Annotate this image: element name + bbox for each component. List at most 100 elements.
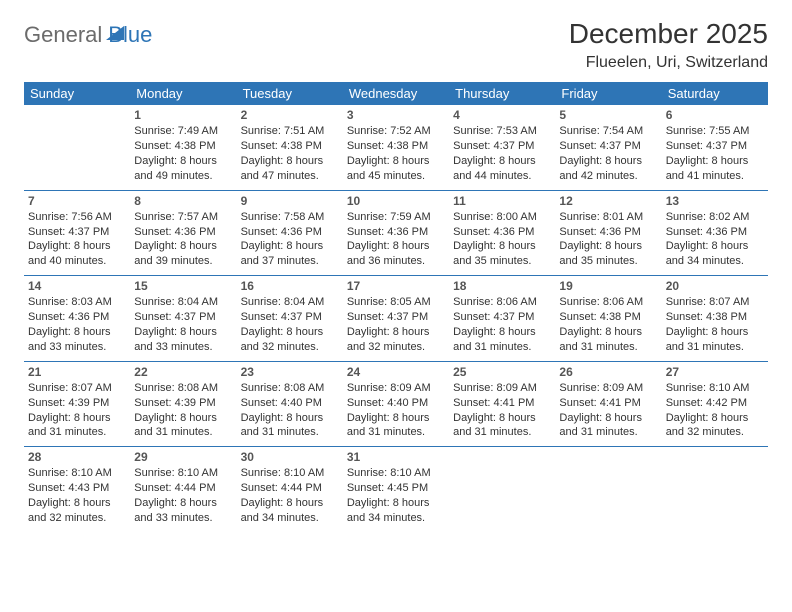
daylight-line: Daylight: 8 hours and 39 minutes.	[134, 239, 232, 269]
sunset-line: Sunset: 4:37 PM	[347, 310, 445, 325]
day-info: Sunrise: 8:08 AMSunset: 4:39 PMDaylight:…	[134, 381, 232, 440]
sunset-line: Sunset: 4:38 PM	[666, 310, 764, 325]
day-info: Sunrise: 8:10 AMSunset: 4:42 PMDaylight:…	[666, 381, 764, 440]
day-number: 23	[241, 364, 339, 380]
daylight-line: Daylight: 8 hours and 40 minutes.	[28, 239, 126, 269]
calendar-cell: 13Sunrise: 8:02 AMSunset: 4:36 PMDayligh…	[662, 190, 768, 276]
calendar-cell: 27Sunrise: 8:10 AMSunset: 4:42 PMDayligh…	[662, 361, 768, 447]
sunset-line: Sunset: 4:41 PM	[453, 396, 551, 411]
day-info: Sunrise: 8:10 AMSunset: 4:43 PMDaylight:…	[28, 466, 126, 525]
calendar-cell	[555, 447, 661, 532]
sunrise-line: Sunrise: 8:03 AM	[28, 295, 126, 310]
sunrise-line: Sunrise: 8:10 AM	[28, 466, 126, 481]
sunset-line: Sunset: 4:44 PM	[241, 481, 339, 496]
day-number: 3	[347, 107, 445, 123]
calendar-cell: 2Sunrise: 7:51 AMSunset: 4:38 PMDaylight…	[237, 105, 343, 190]
calendar-cell: 26Sunrise: 8:09 AMSunset: 4:41 PMDayligh…	[555, 361, 661, 447]
sunrise-line: Sunrise: 8:07 AM	[28, 381, 126, 396]
day-info: Sunrise: 8:09 AMSunset: 4:40 PMDaylight:…	[347, 381, 445, 440]
day-number: 30	[241, 449, 339, 465]
sunrise-line: Sunrise: 7:58 AM	[241, 210, 339, 225]
day-number: 13	[666, 193, 764, 209]
calendar-week: 7Sunrise: 7:56 AMSunset: 4:37 PMDaylight…	[24, 190, 768, 276]
day-info: Sunrise: 8:10 AMSunset: 4:44 PMDaylight:…	[134, 466, 232, 525]
sunset-line: Sunset: 4:41 PM	[559, 396, 657, 411]
calendar-week: 28Sunrise: 8:10 AMSunset: 4:43 PMDayligh…	[24, 447, 768, 532]
sunrise-line: Sunrise: 7:53 AM	[453, 124, 551, 139]
day-number: 28	[28, 449, 126, 465]
sunrise-line: Sunrise: 8:02 AM	[666, 210, 764, 225]
day-info: Sunrise: 7:53 AMSunset: 4:37 PMDaylight:…	[453, 124, 551, 183]
calendar-cell: 11Sunrise: 8:00 AMSunset: 4:36 PMDayligh…	[449, 190, 555, 276]
daylight-line: Daylight: 8 hours and 31 minutes.	[453, 325, 551, 355]
day-number: 4	[453, 107, 551, 123]
sunset-line: Sunset: 4:37 PM	[241, 310, 339, 325]
day-number: 7	[28, 193, 126, 209]
sunrise-line: Sunrise: 7:57 AM	[134, 210, 232, 225]
daylight-line: Daylight: 8 hours and 31 minutes.	[559, 325, 657, 355]
calendar-cell: 28Sunrise: 8:10 AMSunset: 4:43 PMDayligh…	[24, 447, 130, 532]
calendar-cell: 4Sunrise: 7:53 AMSunset: 4:37 PMDaylight…	[449, 105, 555, 190]
day-info: Sunrise: 8:10 AMSunset: 4:45 PMDaylight:…	[347, 466, 445, 525]
weekday-header: Monday	[130, 82, 236, 105]
month-title: December 2025	[569, 18, 768, 50]
sunrise-line: Sunrise: 8:08 AM	[241, 381, 339, 396]
sunset-line: Sunset: 4:38 PM	[559, 310, 657, 325]
day-info: Sunrise: 8:08 AMSunset: 4:40 PMDaylight:…	[241, 381, 339, 440]
sunrise-line: Sunrise: 7:54 AM	[559, 124, 657, 139]
day-info: Sunrise: 8:06 AMSunset: 4:38 PMDaylight:…	[559, 295, 657, 354]
sunset-line: Sunset: 4:37 PM	[453, 139, 551, 154]
calendar-cell: 15Sunrise: 8:04 AMSunset: 4:37 PMDayligh…	[130, 276, 236, 362]
weekday-header: Wednesday	[343, 82, 449, 105]
calendar-cell: 7Sunrise: 7:56 AMSunset: 4:37 PMDaylight…	[24, 190, 130, 276]
day-number: 31	[347, 449, 445, 465]
calendar-table: SundayMondayTuesdayWednesdayThursdayFrid…	[24, 82, 768, 532]
calendar-cell: 24Sunrise: 8:09 AMSunset: 4:40 PMDayligh…	[343, 361, 449, 447]
daylight-line: Daylight: 8 hours and 31 minutes.	[453, 411, 551, 441]
day-info: Sunrise: 8:04 AMSunset: 4:37 PMDaylight:…	[241, 295, 339, 354]
daylight-line: Daylight: 8 hours and 36 minutes.	[347, 239, 445, 269]
day-info: Sunrise: 8:00 AMSunset: 4:36 PMDaylight:…	[453, 210, 551, 269]
header-row: General Blue December 2025 Flueelen, Uri…	[24, 18, 768, 72]
sunrise-line: Sunrise: 8:04 AM	[241, 295, 339, 310]
sunset-line: Sunset: 4:39 PM	[28, 396, 126, 411]
calendar-cell: 9Sunrise: 7:58 AMSunset: 4:36 PMDaylight…	[237, 190, 343, 276]
day-info: Sunrise: 8:01 AMSunset: 4:36 PMDaylight:…	[559, 210, 657, 269]
daylight-line: Daylight: 8 hours and 32 minutes.	[241, 325, 339, 355]
sunset-line: Sunset: 4:36 PM	[453, 225, 551, 240]
location-label: Flueelen, Uri, Switzerland	[569, 54, 768, 72]
weekday-header: Thursday	[449, 82, 555, 105]
sunset-line: Sunset: 4:42 PM	[666, 396, 764, 411]
sunrise-line: Sunrise: 8:09 AM	[559, 381, 657, 396]
day-info: Sunrise: 8:09 AMSunset: 4:41 PMDaylight:…	[559, 381, 657, 440]
daylight-line: Daylight: 8 hours and 31 minutes.	[347, 411, 445, 441]
day-number: 20	[666, 278, 764, 294]
daylight-line: Daylight: 8 hours and 31 minutes.	[28, 411, 126, 441]
calendar-week: 14Sunrise: 8:03 AMSunset: 4:36 PMDayligh…	[24, 276, 768, 362]
day-info: Sunrise: 7:55 AMSunset: 4:37 PMDaylight:…	[666, 124, 764, 183]
daylight-line: Daylight: 8 hours and 37 minutes.	[241, 239, 339, 269]
sunrise-line: Sunrise: 8:04 AM	[134, 295, 232, 310]
sunset-line: Sunset: 4:37 PM	[666, 139, 764, 154]
sunset-line: Sunset: 4:36 PM	[347, 225, 445, 240]
sunset-line: Sunset: 4:43 PM	[28, 481, 126, 496]
daylight-line: Daylight: 8 hours and 44 minutes.	[453, 154, 551, 184]
daylight-line: Daylight: 8 hours and 32 minutes.	[347, 325, 445, 355]
daylight-line: Daylight: 8 hours and 41 minutes.	[666, 154, 764, 184]
calendar-cell: 5Sunrise: 7:54 AMSunset: 4:37 PMDaylight…	[555, 105, 661, 190]
calendar-cell	[24, 105, 130, 190]
day-info: Sunrise: 7:51 AMSunset: 4:38 PMDaylight:…	[241, 124, 339, 183]
sunrise-line: Sunrise: 8:08 AM	[134, 381, 232, 396]
daylight-line: Daylight: 8 hours and 42 minutes.	[559, 154, 657, 184]
day-info: Sunrise: 7:54 AMSunset: 4:37 PMDaylight:…	[559, 124, 657, 183]
daylight-line: Daylight: 8 hours and 34 minutes.	[666, 239, 764, 269]
day-info: Sunrise: 8:07 AMSunset: 4:39 PMDaylight:…	[28, 381, 126, 440]
day-number: 15	[134, 278, 232, 294]
calendar-week: 1Sunrise: 7:49 AMSunset: 4:38 PMDaylight…	[24, 105, 768, 190]
weekday-header: Saturday	[662, 82, 768, 105]
calendar-week: 21Sunrise: 8:07 AMSunset: 4:39 PMDayligh…	[24, 361, 768, 447]
sunrise-line: Sunrise: 8:10 AM	[241, 466, 339, 481]
day-number: 8	[134, 193, 232, 209]
daylight-line: Daylight: 8 hours and 31 minutes.	[559, 411, 657, 441]
sunrise-line: Sunrise: 7:49 AM	[134, 124, 232, 139]
